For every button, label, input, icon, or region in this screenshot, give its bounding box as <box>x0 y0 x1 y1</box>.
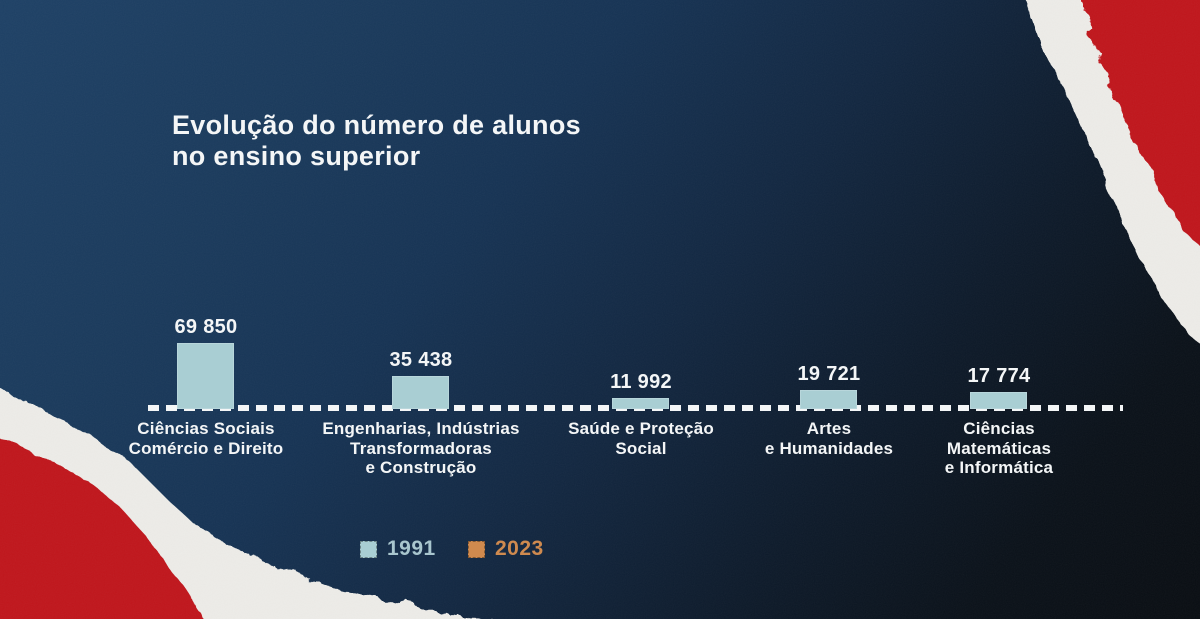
bar-group: 69 850 Ciências Sociais Comércio e Direito <box>101 0 311 619</box>
category-label-line: Ciências <box>963 419 1035 438</box>
category-label: Artes e Humanidades <box>724 419 934 458</box>
bar-1991 <box>800 390 857 409</box>
bar-group: 35 438 Engenharias, Indústrias Transformad… <box>316 0 526 619</box>
bar-value-label: 69 850 <box>174 316 238 338</box>
bar-value-label: 19 721 <box>797 363 861 385</box>
category-label-line: Transformadoras <box>350 438 492 458</box>
category-label: Ciências Matemáticas e Informática <box>894 419 1104 478</box>
chart-title: Evolução do número de alunos no ensino s… <box>172 110 581 172</box>
category-label: Engenharias, Indústrias Transformadoras e … <box>316 419 526 478</box>
bar-group: 17 774 Ciências Matemáticas e Informática <box>894 0 1104 619</box>
category-label-line: Saúde e Proteção <box>568 419 714 438</box>
chart-title-line2: no ensino superior <box>172 141 421 171</box>
bar-value-label: 35 438 <box>389 349 453 371</box>
category-label-line: Engenharias, Indústrias <box>322 419 520 438</box>
bar-1991 <box>392 376 449 409</box>
category-label-line: e Informática <box>944 458 1054 477</box>
bar-1991 <box>970 392 1027 409</box>
bar-1991 <box>612 398 669 409</box>
category-label-line: e Construção <box>365 458 477 477</box>
category-label-line: Ciências Sociais <box>137 419 275 438</box>
category-label: Saúde e Proteção Social <box>536 419 746 458</box>
category-label-line: Artes <box>806 419 852 438</box>
bar-value-label: 11 992 <box>610 371 672 393</box>
bar-value-label: 17 774 <box>967 365 1031 387</box>
chart-title-line1: Evolução do número de alunos <box>172 110 581 140</box>
category-label-line: Matemáticas <box>946 438 1052 458</box>
bar-group: 11 992 Saúde e Proteção Social <box>536 0 746 619</box>
bar-1991 <box>177 343 234 409</box>
category-label-line: e Humanidades <box>764 438 894 458</box>
category-label-line: Social <box>615 438 667 458</box>
bar-group: 19 721 Artes e Humanidades <box>724 0 934 619</box>
category-label-line: Comércio e Direito <box>128 438 284 458</box>
category-label: Ciências Sociais Comércio e Direito <box>101 419 311 458</box>
